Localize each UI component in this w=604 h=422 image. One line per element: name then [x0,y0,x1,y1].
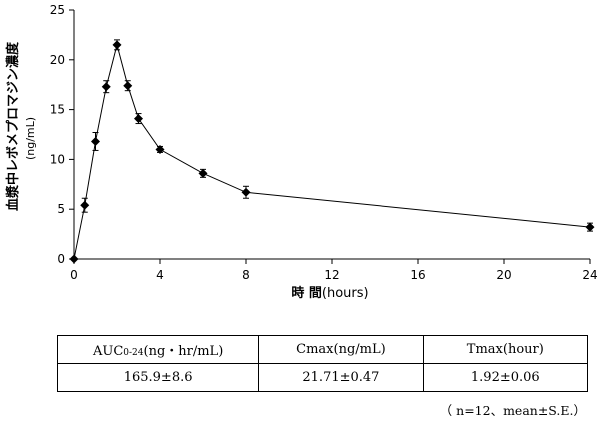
data-point [123,81,133,91]
y-tick-label: 0 [57,252,65,266]
y-tick-label: 20 [50,53,65,67]
table-header-row: AUC0-24(ng・hr/mL) Cmax(ng/mL) Tmax(hour) [56,335,589,364]
header-cmax: Cmax(ng/mL) [258,335,424,364]
series-line [73,42,591,260]
header-auc-main: AUC [92,344,124,359]
value-tmax: 1.92±0.06 [422,363,589,392]
y-tick-label: 15 [50,103,65,117]
x-tick-label: 24 [582,268,597,282]
value-cmax: 21.71±0.47 [258,363,424,392]
data-point [69,254,79,264]
value-auc: 165.9±8.6 [56,363,260,392]
x-axis-title: 時 間(hours) [291,285,368,301]
x-tick-label: 8 [242,268,250,282]
x-tick-label: 20 [496,268,511,282]
header-auc-unit: (ng・hr/mL) [143,344,224,359]
data-point [134,114,143,124]
header-auc-sub: 0-24 [123,348,144,358]
data-point [101,82,111,92]
data-point [80,200,90,210]
data-point [112,40,122,50]
x-tick-label: 12 [324,268,339,282]
data-point [155,144,165,154]
footnote: （ n=12、mean±S.E.） [439,403,586,418]
table-value-row: 165.9±8.6 21.71±0.47 1.92±0.06 [56,363,589,392]
y-tick-label: 10 [50,152,65,166]
header-cmax-label: Cmax(ng/mL) [296,342,386,357]
y-tick-label: 25 [50,3,65,17]
pk-chart: 0 5 10 15 20 25 0 4 8 12 16 20 24 時 間(hours) 血漿中レボメプロマ… [5,3,598,301]
y-tick-label: 5 [57,202,65,216]
x-tick-label: 0 [70,268,78,282]
data-point [91,136,100,146]
pk-parameters-table: AUC0-24(ng・hr/mL) Cmax(ng/mL) Tmax(hour)… [56,335,589,392]
header-tmax-label: Tmax(hour) [466,342,544,357]
data-point [241,187,251,197]
data-point [198,168,208,178]
x-tick-label: 4 [156,268,164,282]
y-axis-title: 血漿中レボメプロマジン濃度 [5,41,21,211]
header-tmax: Tmax(hour) [422,335,589,364]
y-axis-unit: (ng/mL) [24,117,37,160]
x-tick-label: 16 [410,268,425,282]
data-point [585,222,595,232]
header-auc: AUC0-24(ng・hr/mL) [56,335,260,364]
